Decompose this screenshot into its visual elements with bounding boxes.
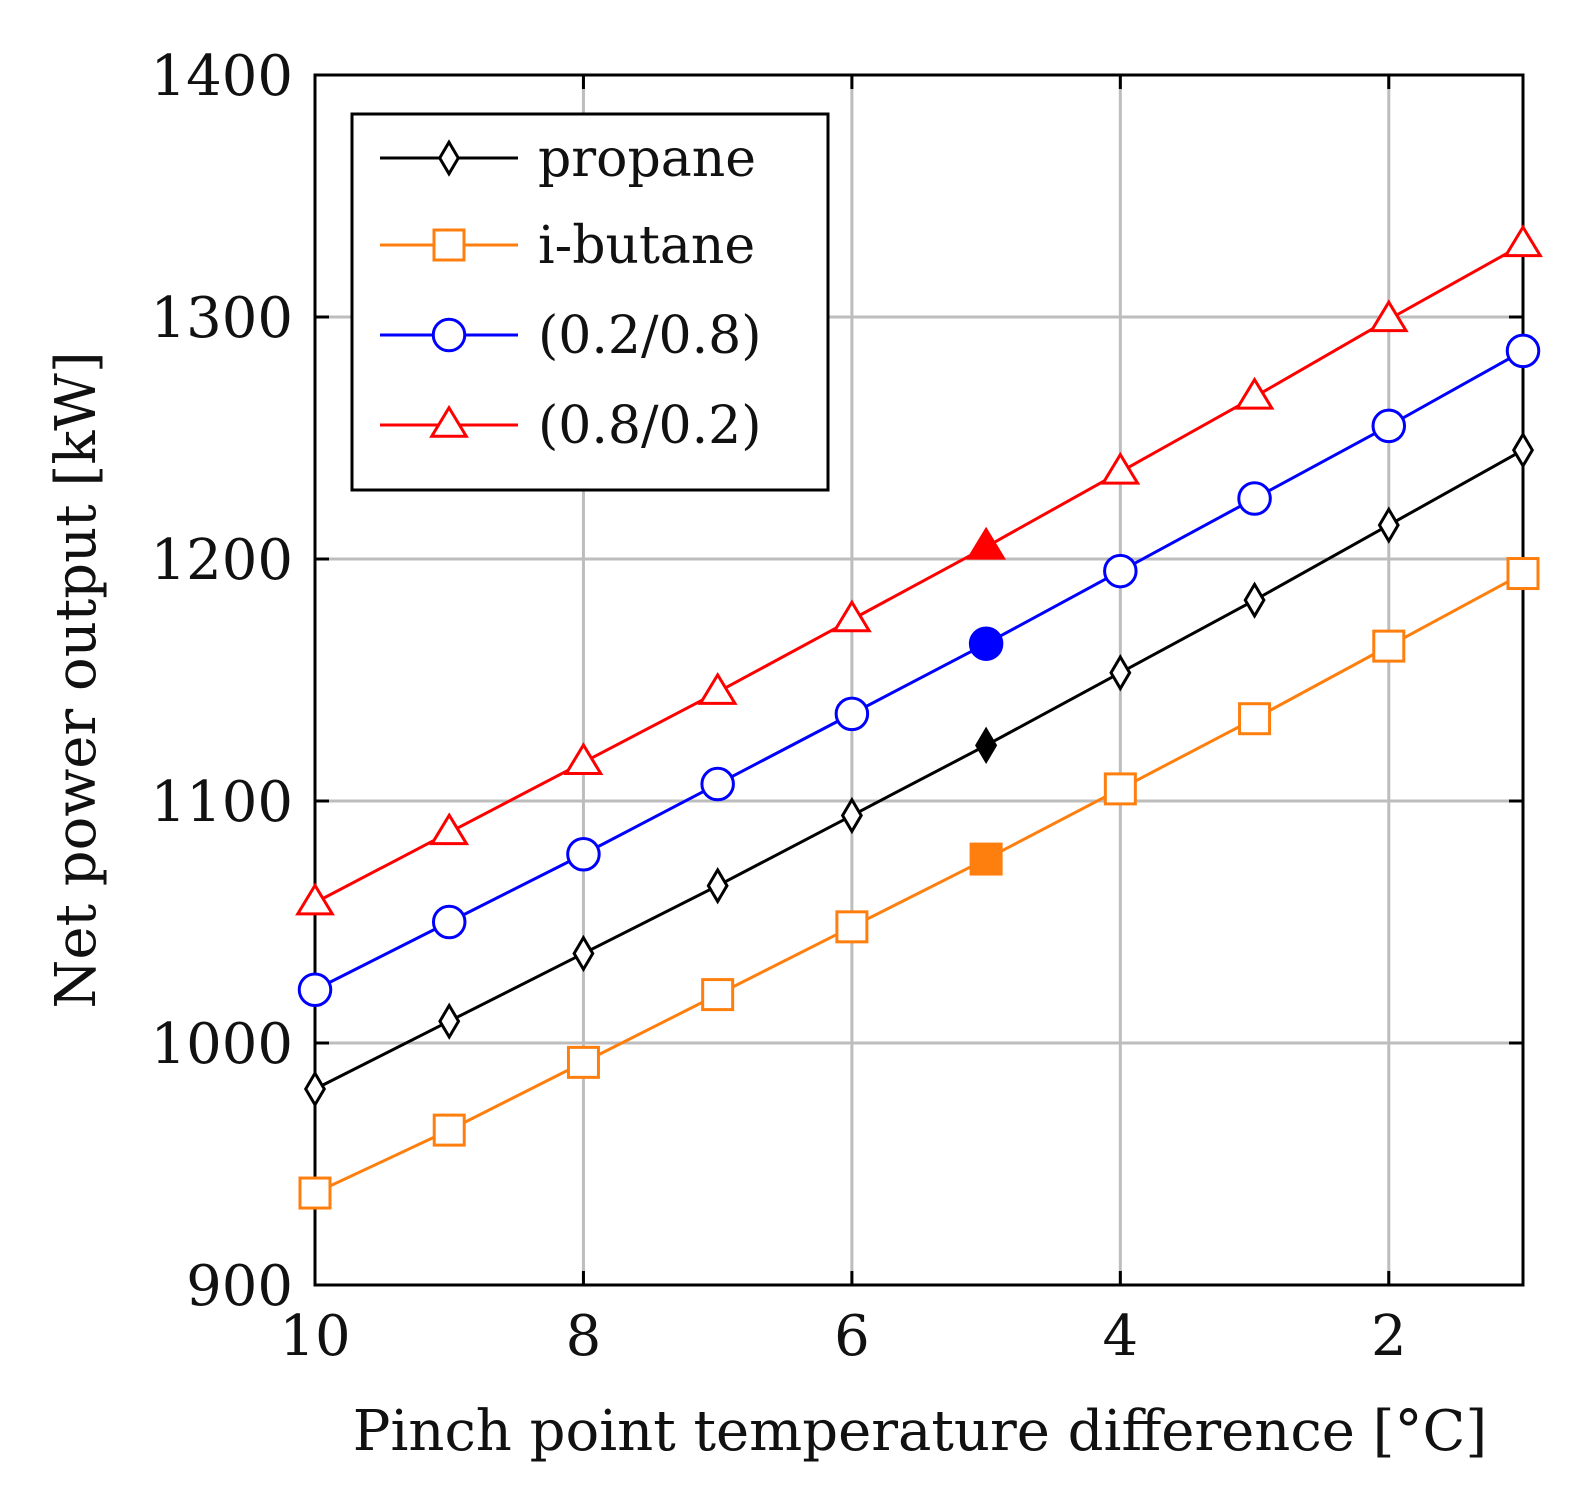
series-line-diamond — [314, 448, 1524, 1091]
x-axis-title: Pinch point temperature difference [°C] — [353, 1399, 1487, 1464]
legend-label: i-butane — [538, 216, 755, 276]
data-point-circle — [834, 696, 870, 732]
x-tick-label: 4 — [1103, 1304, 1139, 1369]
data-point-circle — [700, 766, 735, 802]
data-point-diamond — [1511, 431, 1535, 469]
data-point-triangle — [1100, 451, 1141, 485]
data-point-triangle — [429, 812, 470, 846]
data-point-square — [432, 1113, 466, 1147]
y-tick-label: 1100 — [150, 770, 293, 835]
x-tick-label: 10 — [279, 1304, 350, 1369]
y-tick-label: 1200 — [150, 528, 293, 593]
data-point-diamond — [1109, 654, 1132, 692]
y-tick-label: 1400 — [150, 44, 293, 109]
data-point-square — [298, 1176, 332, 1210]
data-point-triangle — [1368, 299, 1409, 333]
data-point-diamond — [1243, 581, 1266, 619]
data-point-square — [1506, 557, 1540, 591]
legend-marker-square — [432, 228, 466, 262]
data-point-diamond — [975, 726, 998, 765]
data-point-diamond — [1377, 506, 1400, 544]
data-point-circle — [1505, 333, 1541, 369]
legend: propane i-butane (0.2/0.8) (0.8/0.2) — [350, 112, 830, 492]
legend-box — [350, 112, 830, 492]
y-tick-label: 1300 — [150, 286, 293, 351]
data-point-square — [835, 910, 869, 944]
data-point-circle — [297, 972, 333, 1008]
y-tick-label: 900 — [186, 1254, 293, 1319]
data-point-diamond — [572, 934, 595, 973]
data-point-triangle — [966, 526, 1007, 560]
series-line-square — [314, 572, 1524, 1195]
data-point-diamond — [303, 1070, 327, 1108]
y-tick-label: 1000 — [150, 1012, 293, 1077]
legend-label: propane — [538, 129, 756, 189]
data-point-square — [566, 1045, 600, 1079]
data-point-circle — [1371, 408, 1407, 444]
data-point-triangle — [563, 742, 604, 775]
data-point-circle — [1237, 481, 1272, 516]
data-point-triangle — [295, 882, 335, 916]
data-point-triangle — [1503, 224, 1543, 258]
series-line-circle — [314, 349, 1524, 992]
data-point-diamond — [840, 796, 863, 835]
series-markers — [295, 224, 1543, 1210]
data-point-triangle — [697, 671, 738, 705]
data-point-circle — [431, 904, 467, 940]
data-point-circle — [968, 626, 1004, 661]
data-point-circle — [566, 836, 601, 872]
x-tick-label: 2 — [1371, 1304, 1407, 1369]
legend-label: (0.8/0.2) — [538, 396, 762, 456]
y-axis-title: Net power output [kW] — [44, 351, 109, 1008]
plot-frame — [313, 73, 1525, 1287]
data-point-square — [1238, 702, 1272, 736]
x-tick-label: 6 — [834, 1304, 870, 1369]
x-tick-label: 8 — [566, 1304, 602, 1369]
legend-label: (0.2/0.8) — [538, 306, 762, 366]
series-lines — [314, 243, 1524, 1195]
axis-ticks: 10 8 6 4 2 900 1000 1100 1200 1300 1400 — [150, 44, 1523, 1369]
legend-marker-circle — [431, 317, 467, 353]
series-line-triangle — [314, 243, 1524, 904]
data-point-square — [701, 978, 735, 1012]
data-point-triangle — [1234, 376, 1275, 410]
data-point-diamond — [438, 1002, 461, 1040]
data-point-circle — [1103, 553, 1138, 589]
data-point-square — [969, 842, 1003, 876]
data-point-diamond — [706, 866, 729, 905]
legend-marker-triangle — [429, 404, 469, 438]
data-point-square — [1372, 629, 1406, 663]
legend-marker-diamond — [437, 139, 461, 177]
data-point-square — [1103, 772, 1137, 806]
data-point-triangle — [831, 599, 872, 633]
